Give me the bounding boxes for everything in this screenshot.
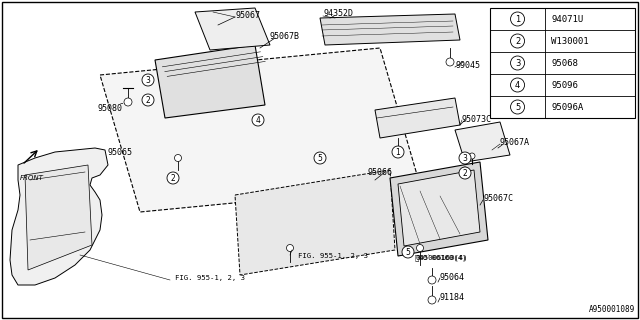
Circle shape: [142, 74, 154, 86]
Text: 045006160(4): 045006160(4): [415, 255, 467, 261]
Polygon shape: [155, 45, 265, 118]
Text: 95067: 95067: [235, 11, 260, 20]
Circle shape: [124, 98, 132, 106]
Text: 95067B: 95067B: [270, 31, 300, 41]
Circle shape: [394, 148, 402, 156]
Text: 4: 4: [255, 116, 260, 124]
Text: 2: 2: [463, 169, 467, 178]
Polygon shape: [235, 170, 395, 275]
Circle shape: [167, 172, 179, 184]
Text: 1: 1: [515, 14, 520, 23]
Text: 4: 4: [515, 81, 520, 90]
Text: 94071U: 94071U: [551, 14, 583, 23]
Text: 94352D: 94352D: [323, 9, 353, 18]
Text: 5: 5: [406, 247, 410, 257]
Circle shape: [175, 155, 182, 162]
Text: FRONT: FRONT: [20, 175, 44, 181]
Text: FIG. 955-1, 2, 3: FIG. 955-1, 2, 3: [298, 253, 368, 259]
Text: 91184: 91184: [440, 293, 465, 302]
Text: 95067C: 95067C: [483, 194, 513, 203]
Text: 95064: 95064: [440, 274, 465, 283]
Text: 95066: 95066: [368, 167, 393, 177]
Text: 3: 3: [515, 59, 520, 68]
Circle shape: [402, 246, 414, 258]
Text: 95067A: 95067A: [500, 138, 530, 147]
Circle shape: [417, 244, 424, 252]
Text: 95096A: 95096A: [551, 102, 583, 111]
Text: FIG. 955-1, 2, 3: FIG. 955-1, 2, 3: [175, 275, 245, 281]
Circle shape: [511, 100, 525, 114]
Polygon shape: [10, 148, 108, 285]
Text: 95068: 95068: [551, 59, 578, 68]
Circle shape: [462, 167, 468, 173]
Circle shape: [428, 296, 436, 304]
Circle shape: [287, 244, 294, 252]
Circle shape: [511, 56, 525, 70]
Text: 偅00`06160(4): 偅00`06160(4): [415, 254, 467, 261]
Circle shape: [511, 12, 525, 26]
Text: A950001089: A950001089: [589, 305, 635, 314]
Circle shape: [252, 114, 264, 126]
Polygon shape: [320, 14, 460, 45]
Circle shape: [314, 152, 326, 164]
Polygon shape: [375, 98, 460, 138]
Polygon shape: [455, 122, 510, 162]
Text: 2: 2: [146, 95, 150, 105]
Text: 2: 2: [515, 36, 520, 45]
Text: 3: 3: [145, 76, 150, 84]
Text: 5: 5: [515, 102, 520, 111]
Text: W130001: W130001: [551, 36, 589, 45]
Text: 5: 5: [317, 154, 323, 163]
Circle shape: [459, 167, 471, 179]
Polygon shape: [195, 8, 270, 50]
Text: 95080: 95080: [98, 103, 123, 113]
Text: 1: 1: [396, 148, 401, 156]
Text: 99045: 99045: [455, 60, 480, 69]
Text: 95073C: 95073C: [462, 115, 492, 124]
Polygon shape: [390, 162, 488, 256]
Circle shape: [392, 146, 404, 158]
Circle shape: [446, 58, 454, 66]
Text: 95065: 95065: [108, 148, 133, 156]
Bar: [490, 8, 635, 118]
Circle shape: [142, 94, 154, 106]
Text: 2: 2: [171, 173, 175, 182]
Text: 95096: 95096: [551, 81, 578, 90]
Polygon shape: [25, 165, 92, 270]
Circle shape: [459, 152, 471, 164]
Circle shape: [511, 78, 525, 92]
Text: 3: 3: [463, 154, 467, 163]
Circle shape: [469, 153, 475, 159]
Polygon shape: [100, 48, 420, 212]
Circle shape: [511, 34, 525, 48]
Polygon shape: [398, 170, 480, 246]
Circle shape: [428, 276, 436, 284]
